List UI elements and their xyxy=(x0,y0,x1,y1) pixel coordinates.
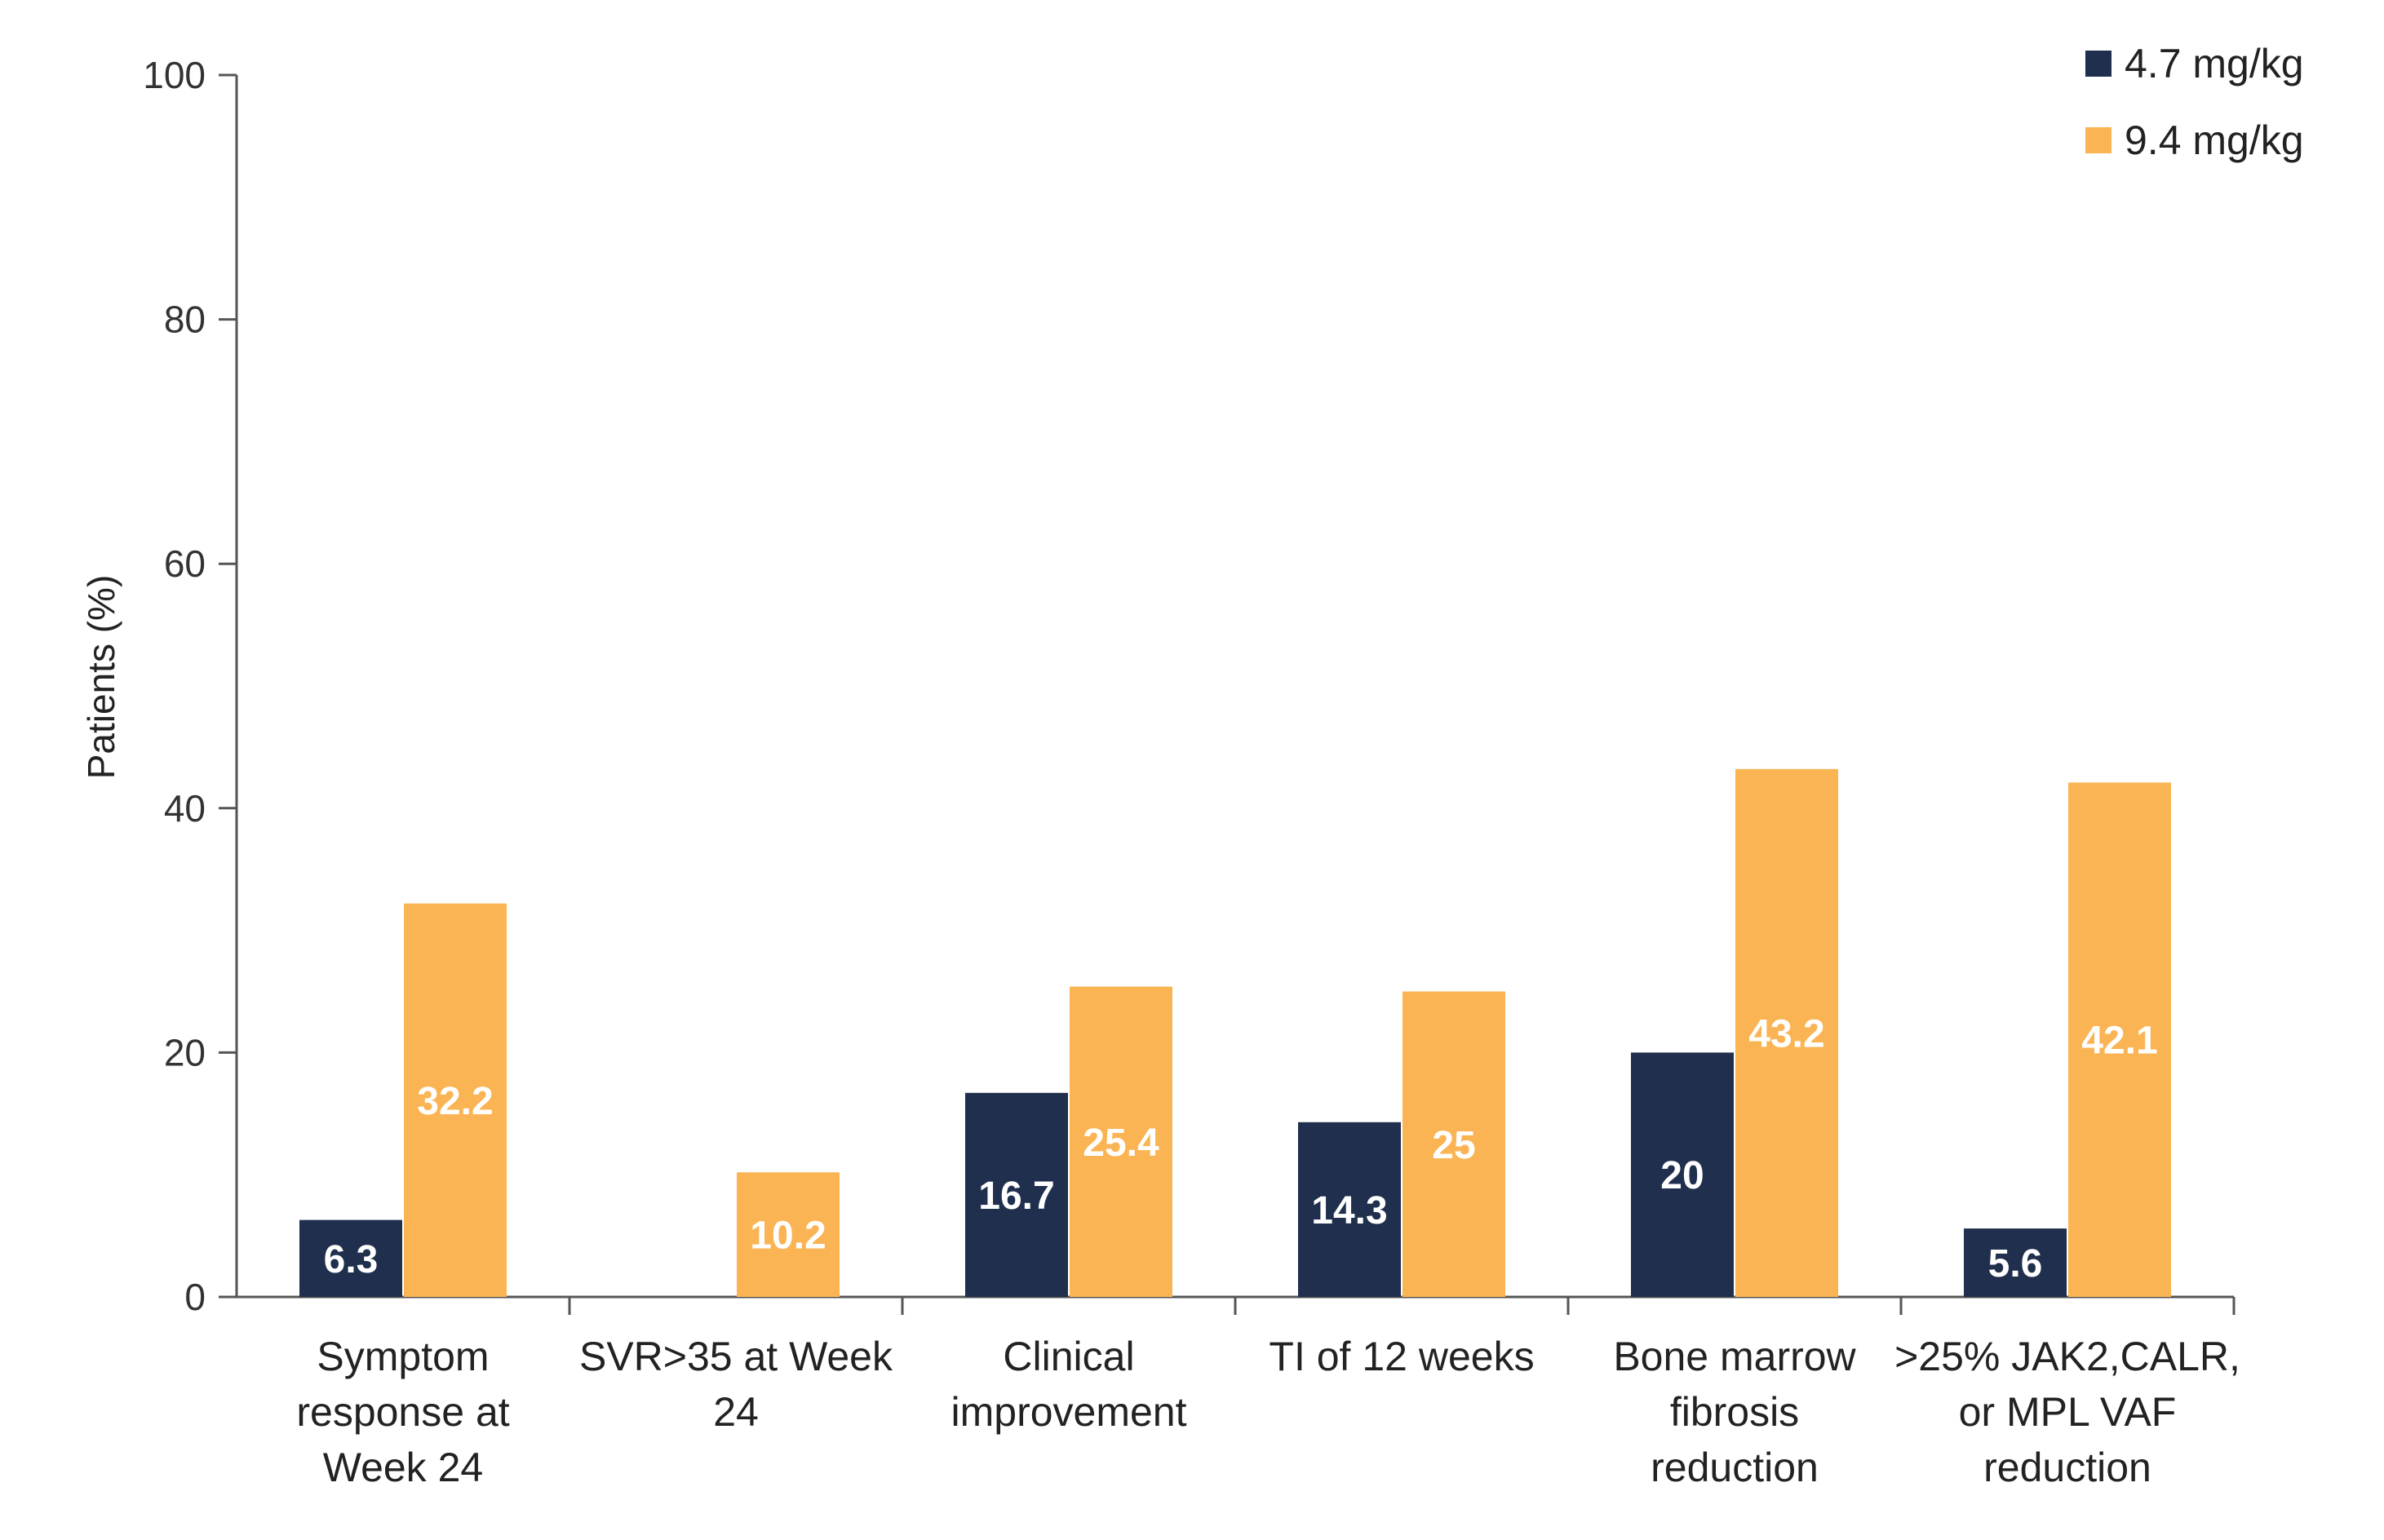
bar xyxy=(1631,1052,1734,1297)
legend: 4.7 mg/kg 9.4 mg/kg xyxy=(2085,41,2304,163)
category-label-line: Clinical xyxy=(1003,1334,1134,1379)
legend-label: 9.4 mg/kg xyxy=(2125,117,2304,163)
category-label-line: improvement xyxy=(951,1389,1187,1435)
bar xyxy=(1402,991,1505,1297)
data-label: 43.2 xyxy=(1748,1012,1824,1055)
category-label-line: reduction xyxy=(1651,1445,1819,1490)
category-label: TI of 12 weeks xyxy=(1269,1334,1534,1379)
data-label: 16.7 xyxy=(978,1175,1054,1218)
category-label-line: or MPL VAF xyxy=(1959,1389,2177,1435)
category-label: Clinical improvement xyxy=(951,1334,1187,1435)
bar xyxy=(299,1219,402,1297)
category-label-line: TI of 12 weeks xyxy=(1269,1334,1534,1379)
data-label: 6.3 xyxy=(324,1238,379,1281)
data-label: 5.6 xyxy=(1988,1242,2043,1286)
legend-label: 4.7 mg/kg xyxy=(2125,41,2304,86)
category-label-line: Symptom xyxy=(317,1334,489,1379)
category-label-line: fibrosis xyxy=(1670,1389,1799,1435)
category-label-line: reduction xyxy=(1983,1445,2151,1490)
data-label: 20 xyxy=(1660,1154,1704,1197)
bars xyxy=(299,768,2171,1297)
bar xyxy=(965,1092,1068,1297)
data-label: 25.4 xyxy=(1083,1122,1159,1165)
category-label-line: SVR>35 at Week xyxy=(579,1334,893,1379)
y-tick-label: 40 xyxy=(164,787,206,830)
legend-swatch xyxy=(2085,51,2111,77)
y-tick-label: 20 xyxy=(164,1031,206,1073)
category-label-line: 24 xyxy=(713,1389,759,1435)
bar xyxy=(404,903,507,1297)
category-label: Symptom response at Week 24 xyxy=(296,1334,509,1490)
category-label-line: response at xyxy=(296,1389,509,1435)
category-label: SVR>35 at Week 24 xyxy=(579,1334,893,1435)
bar xyxy=(1298,1122,1401,1297)
legend-swatch xyxy=(2085,127,2111,153)
bar xyxy=(2068,782,2171,1297)
y-axis: 0 20 40 60 80 100 xyxy=(143,54,238,1318)
category-label-line: >25% JAK2,CALR, xyxy=(1894,1334,2240,1379)
y-axis-title: Patients (%) xyxy=(80,575,122,780)
y-tick-label: 60 xyxy=(164,542,206,585)
data-label: 25 xyxy=(1432,1124,1475,1167)
x-axis: Symptom response at Week 24 SVR>35 at Week 2… xyxy=(237,1295,2240,1490)
data-label: 10.2 xyxy=(750,1215,826,1258)
bar xyxy=(1964,1228,2067,1297)
data-labels: 6.3 32.2 10.2 16.7 25.4 14.3 25 20 43.2 5.6 42.1 xyxy=(324,1012,2158,1286)
category-label-line: Bone marrow xyxy=(1613,1334,1856,1379)
data-label: 42.1 xyxy=(2081,1020,2157,1063)
data-label: 32.2 xyxy=(417,1080,493,1123)
category-label: >25% JAK2,CALR, or MPL VAF reduction xyxy=(1894,1334,2240,1490)
category-label: Bone marrow fibrosis reduction xyxy=(1613,1334,1856,1490)
bar xyxy=(737,1172,840,1297)
category-label-line: Week 24 xyxy=(323,1445,483,1490)
y-tick-label: 80 xyxy=(164,299,206,341)
bar xyxy=(1735,768,1838,1297)
data-label: 14.3 xyxy=(1311,1189,1387,1232)
y-tick-label: 100 xyxy=(143,54,206,96)
bar xyxy=(1070,986,1172,1297)
y-tick-label: 0 xyxy=(184,1276,206,1318)
